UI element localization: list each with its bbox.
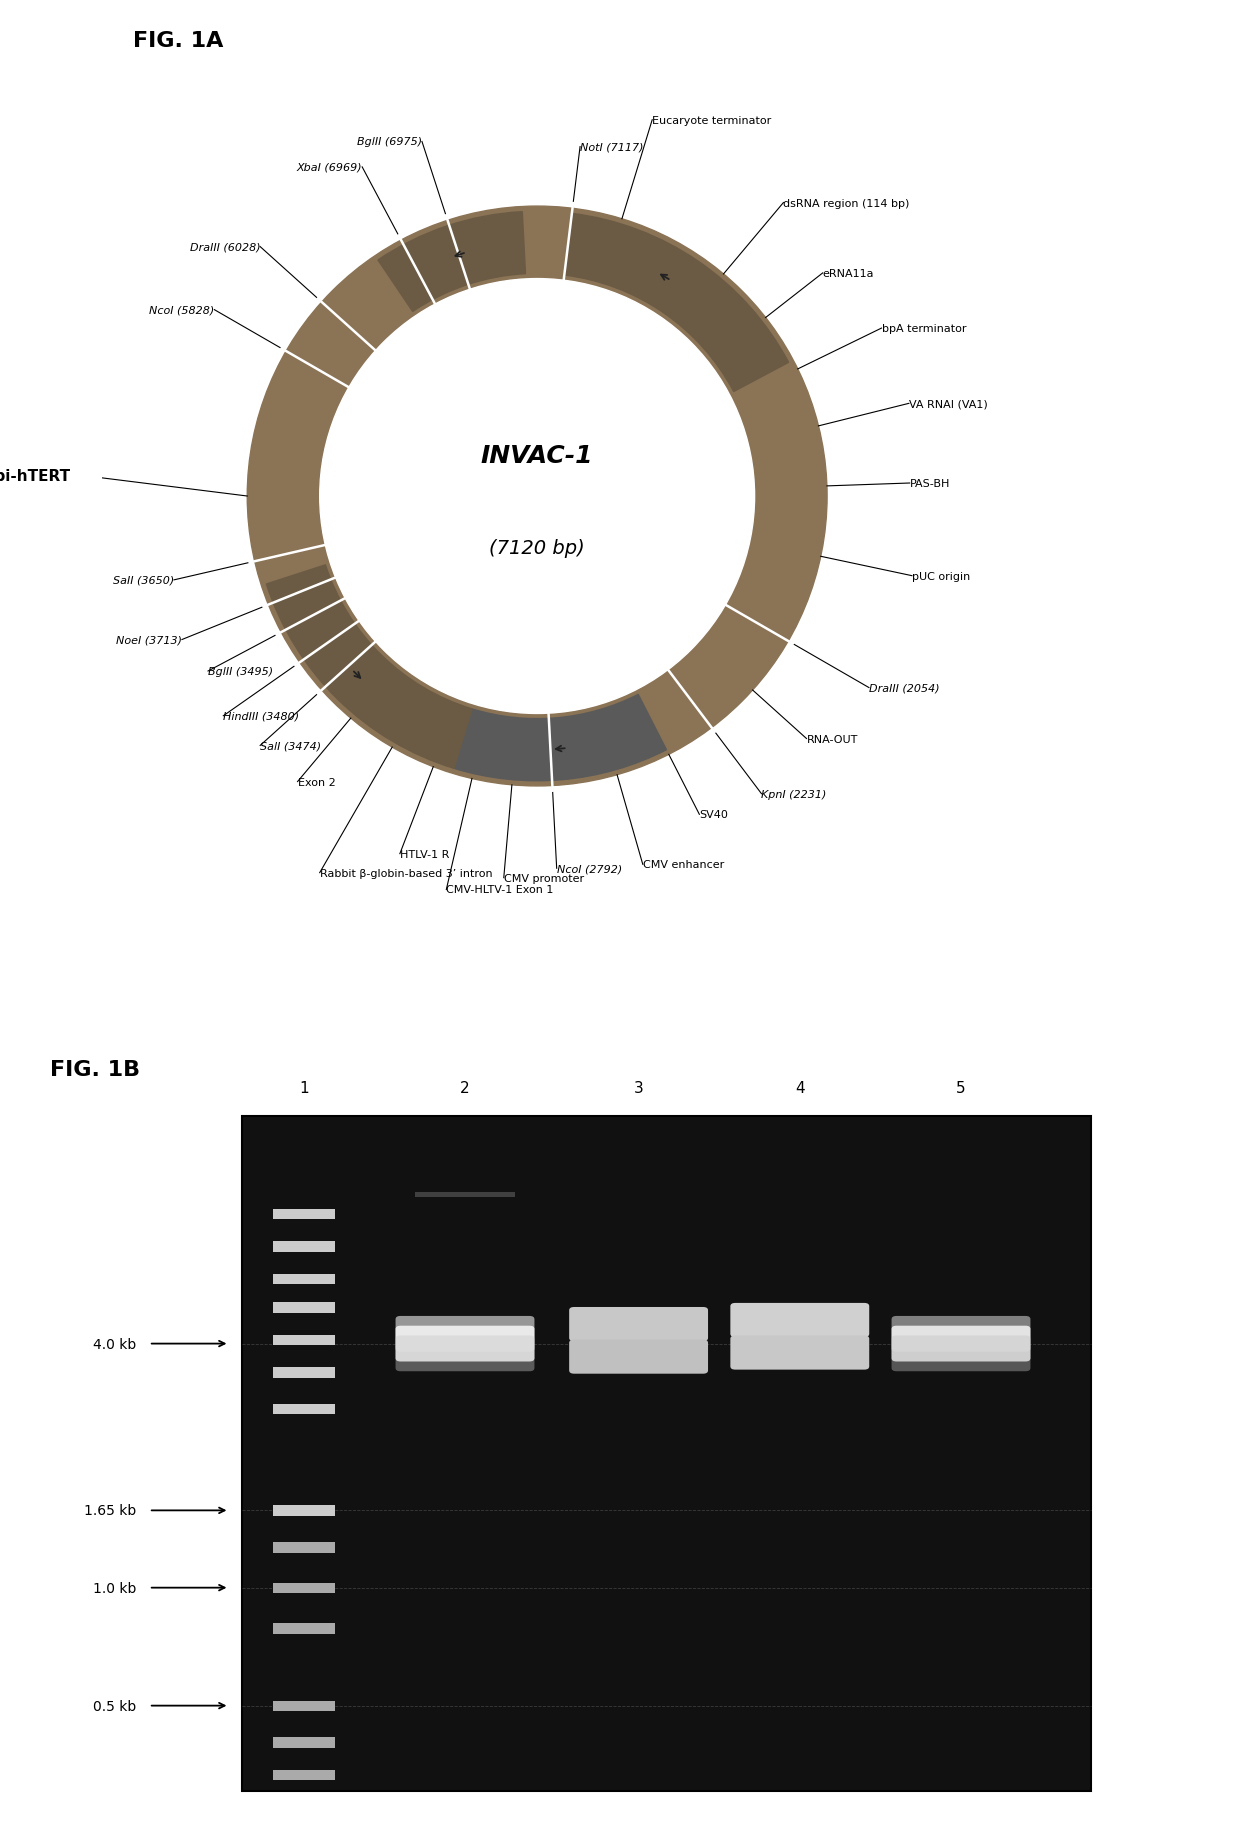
Text: 0.5 kb: 0.5 kb (93, 1698, 136, 1713)
Text: 1.65 kb: 1.65 kb (84, 1504, 136, 1517)
FancyBboxPatch shape (730, 1303, 869, 1338)
Bar (273, 1506, 335, 1515)
FancyBboxPatch shape (730, 1336, 869, 1369)
Text: NotI (7117): NotI (7117) (580, 142, 644, 153)
Text: RNA-OUT: RNA-OUT (806, 734, 858, 745)
Text: 5: 5 (956, 1081, 966, 1096)
Text: HindIII (3480): HindIII (3480) (223, 711, 300, 721)
FancyBboxPatch shape (396, 1336, 534, 1371)
FancyBboxPatch shape (396, 1316, 534, 1353)
Bar (273, 1242, 335, 1251)
Bar (273, 1543, 335, 1552)
Text: dsRNA region (114 bp): dsRNA region (114 bp) (784, 198, 910, 209)
Wedge shape (267, 565, 472, 769)
Text: bpA terminator: bpA terminator (882, 323, 966, 334)
Text: 1: 1 (299, 1081, 309, 1096)
Wedge shape (564, 214, 789, 392)
Text: SalI (3474): SalI (3474) (260, 741, 321, 750)
Circle shape (320, 279, 755, 713)
Text: FIG. 1B: FIG. 1B (50, 1059, 140, 1079)
Text: pUC origin: pUC origin (911, 571, 970, 582)
Text: CMV enhancer: CMV enhancer (642, 859, 724, 870)
Bar (273, 1209, 335, 1220)
Text: DraIII (2054): DraIII (2054) (869, 684, 940, 693)
Text: Eucaryote terminator: Eucaryote terminator (652, 116, 771, 126)
Text: 2: 2 (460, 1081, 470, 1096)
Text: SaII (3650): SaII (3650) (113, 575, 174, 586)
Bar (273, 1770, 335, 1780)
Bar (273, 1584, 335, 1593)
Bar (273, 1700, 335, 1711)
Bar (273, 1303, 335, 1312)
Text: INVAC-1: INVAC-1 (481, 444, 594, 468)
Bar (273, 1624, 335, 1634)
Text: SV40: SV40 (699, 809, 728, 821)
Bar (273, 1273, 335, 1284)
Bar (415, 1192, 515, 1198)
FancyBboxPatch shape (892, 1316, 1030, 1353)
Text: eRNA11a: eRNA11a (823, 268, 874, 279)
Text: 4: 4 (795, 1081, 805, 1096)
Text: CMV promoter: CMV promoter (503, 874, 584, 883)
Text: Exon 2: Exon 2 (298, 778, 335, 787)
Bar (273, 1368, 335, 1379)
Bar (242, 1116, 1091, 1791)
FancyBboxPatch shape (569, 1340, 708, 1373)
Bar (273, 1404, 335, 1414)
Wedge shape (378, 213, 526, 312)
FancyBboxPatch shape (892, 1336, 1030, 1371)
Text: PAS-BH: PAS-BH (910, 479, 950, 488)
Text: 1.0 kb: 1.0 kb (93, 1580, 136, 1595)
Text: KpnI (2231): KpnI (2231) (761, 789, 827, 800)
Text: NoeI (3713): NoeI (3713) (117, 636, 182, 645)
Text: HTLV-1 R: HTLV-1 R (399, 850, 449, 859)
Text: Rabbit β-globin-based 3’ intron: Rabbit β-globin-based 3’ intron (320, 869, 492, 878)
Text: XbaI (6969): XbaI (6969) (296, 163, 362, 174)
Bar (273, 1737, 335, 1748)
Text: NcoI (5828): NcoI (5828) (149, 305, 215, 316)
Text: FIG. 1A: FIG. 1A (134, 31, 223, 52)
Text: Ubi-hTERT: Ubi-hTERT (0, 469, 71, 484)
Text: CMV-HLTV-1 Exon 1: CMV-HLTV-1 Exon 1 (446, 885, 554, 894)
Wedge shape (454, 695, 666, 782)
FancyBboxPatch shape (569, 1307, 708, 1342)
Circle shape (247, 207, 827, 787)
FancyBboxPatch shape (396, 1327, 534, 1362)
FancyBboxPatch shape (892, 1327, 1030, 1362)
Text: DraIII (6028): DraIII (6028) (190, 242, 260, 253)
Text: (7120 bp): (7120 bp) (490, 540, 585, 558)
Text: BglII (6975): BglII (6975) (357, 137, 422, 148)
Text: VA RNAI (VA1): VA RNAI (VA1) (909, 399, 987, 408)
Text: 3: 3 (634, 1081, 644, 1096)
Text: BglII (3495): BglII (3495) (208, 667, 273, 676)
Text: NcoI (2792): NcoI (2792) (557, 863, 622, 874)
Text: 4.0 kb: 4.0 kb (93, 1336, 136, 1351)
Bar (273, 1334, 335, 1345)
